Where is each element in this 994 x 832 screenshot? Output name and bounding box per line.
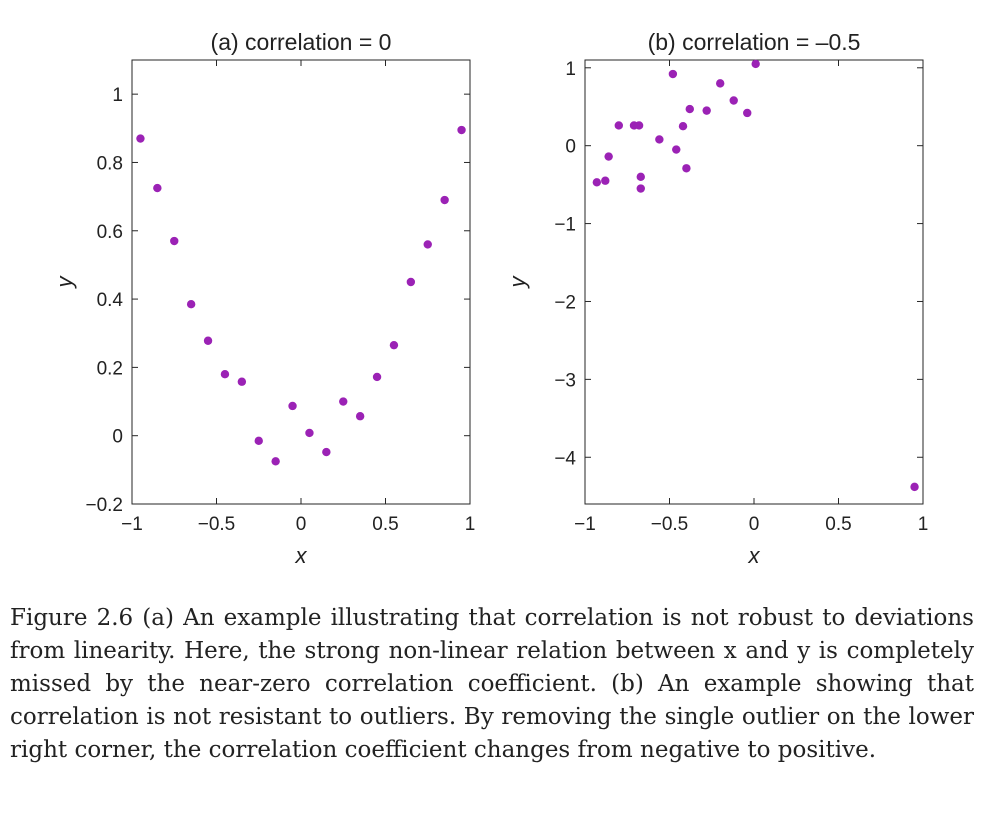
y-tick-label: 0 bbox=[112, 427, 123, 448]
data-point bbox=[237, 377, 247, 386]
data-point bbox=[220, 370, 230, 379]
data-point bbox=[910, 482, 919, 492]
y-tick-label: 0 bbox=[565, 137, 576, 158]
y-axis-label: y bbox=[505, 275, 530, 290]
x-tick-label: −0.5 bbox=[198, 514, 236, 535]
y-tick-label: −2 bbox=[554, 292, 576, 313]
figure-scatter-plots: −1 −0.5 0 0.5 1 −0.2 0 0.2 0.4 0.6 0.8 1 (a) correla… bbox=[52, 29, 928, 568]
data-point bbox=[372, 372, 382, 382]
data-point bbox=[751, 59, 760, 69]
data-point bbox=[136, 134, 145, 143]
data-point bbox=[288, 401, 297, 411]
data-point bbox=[339, 397, 348, 406]
y-tick-label: 1 bbox=[112, 85, 123, 106]
x-axis-label: x bbox=[748, 543, 761, 568]
data-point bbox=[685, 104, 694, 114]
chart-title: (a) correlation = 0 bbox=[211, 29, 392, 55]
y-tick-label: −1 bbox=[554, 215, 576, 236]
data-point bbox=[440, 195, 449, 205]
data-point bbox=[406, 277, 416, 287]
y-tick-label: −3 bbox=[554, 370, 576, 391]
data-point bbox=[592, 178, 602, 187]
data-point bbox=[355, 412, 365, 421]
data-point bbox=[682, 164, 691, 173]
figure-caption: Figure 2.6 (a) An example illustrating t… bbox=[10, 605, 974, 763]
data-point bbox=[153, 183, 162, 193]
data-point bbox=[604, 152, 613, 161]
data-point bbox=[729, 96, 738, 105]
x-tick-label: 0 bbox=[749, 514, 760, 535]
y-tick-label: 0.4 bbox=[97, 290, 124, 311]
x-tick-label: −0.5 bbox=[651, 514, 689, 535]
data-point bbox=[702, 106, 711, 115]
data-point bbox=[636, 184, 645, 193]
x-tick-label: 0.5 bbox=[372, 514, 398, 535]
data-point bbox=[678, 122, 688, 131]
data-point bbox=[743, 108, 752, 118]
y-tick-label: 1 bbox=[565, 59, 576, 80]
x-tick-label: 0 bbox=[296, 514, 307, 535]
data-point bbox=[271, 457, 280, 466]
data-point bbox=[322, 447, 331, 457]
data-point bbox=[170, 236, 179, 246]
y-tick-label: −4 bbox=[554, 448, 576, 469]
chart-title: (b) correlation = –0.5 bbox=[648, 29, 861, 55]
x-tick-label: 1 bbox=[918, 514, 929, 535]
y-axis-label: y bbox=[52, 275, 77, 290]
data-point bbox=[186, 300, 196, 309]
data-point bbox=[457, 125, 466, 135]
y-tick-label: 0.2 bbox=[97, 358, 123, 379]
y-tick-label: 0.8 bbox=[97, 153, 123, 174]
data-point bbox=[672, 145, 681, 154]
data-point bbox=[614, 121, 623, 130]
data-point bbox=[305, 428, 314, 438]
data-point bbox=[634, 121, 644, 130]
data-point bbox=[423, 240, 432, 249]
y-tick-label: 0.6 bbox=[97, 222, 123, 243]
data-point bbox=[716, 79, 725, 88]
y-tick-label: −0.2 bbox=[85, 495, 123, 516]
data-point bbox=[668, 69, 678, 79]
x-axis-label: x bbox=[295, 543, 308, 568]
panel-a-correlation-zero: −1 −0.5 0 0.5 1 −0.2 0 0.2 0.4 0.6 0.8 1 (a) correla… bbox=[52, 29, 475, 568]
data-point bbox=[601, 176, 610, 185]
plot-frame bbox=[131, 59, 471, 505]
x-tick-label: −1 bbox=[574, 514, 596, 535]
x-tick-label: −1 bbox=[121, 514, 143, 535]
data-point bbox=[655, 135, 664, 144]
data-point bbox=[203, 336, 213, 345]
data-point bbox=[254, 436, 263, 446]
data-point bbox=[389, 340, 399, 350]
data-point bbox=[636, 172, 645, 182]
x-tick-label: 0.5 bbox=[825, 514, 851, 535]
x-tick-label: 1 bbox=[465, 514, 476, 535]
panel-b-correlation-negative: −1 −0.5 0 0.5 1 −4 −3 −2 −1 0 1 (b) correlation = –… bbox=[505, 29, 928, 568]
